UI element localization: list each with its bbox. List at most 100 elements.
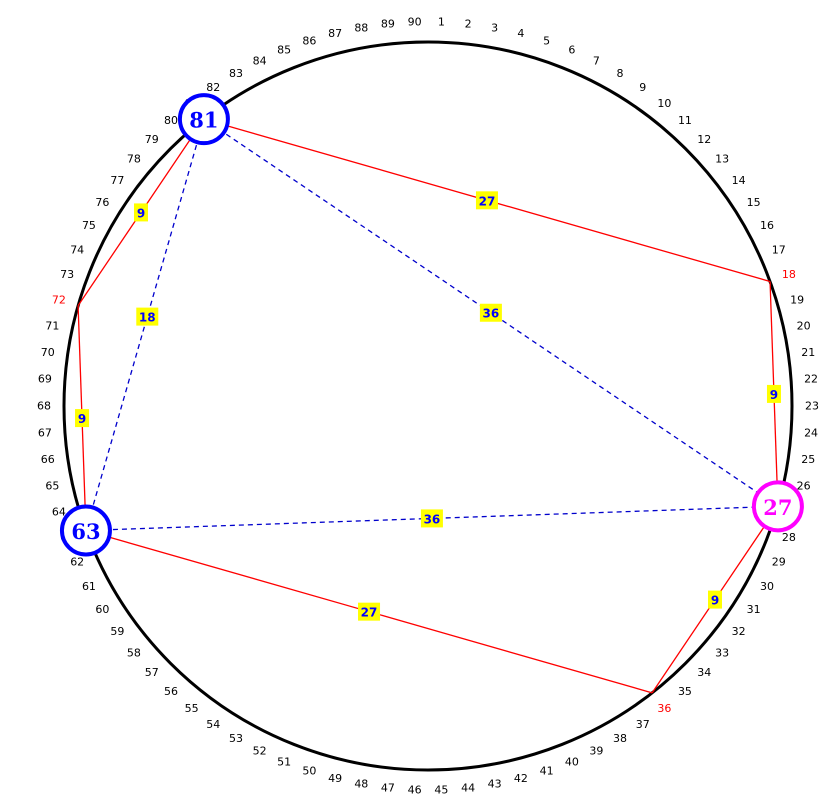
tick-label-38: 38 <box>613 732 627 745</box>
solid-edge-label-63-72: 9 <box>75 409 90 428</box>
tick-label-55: 55 <box>185 702 199 715</box>
edge-label-text: 36 <box>424 512 441 526</box>
marker-ring <box>59 504 112 557</box>
tick-label-48: 48 <box>354 778 368 791</box>
tick-label-11: 11 <box>678 114 692 127</box>
tick-label-39: 39 <box>589 745 603 758</box>
tick-label-47: 47 <box>381 781 395 794</box>
edge-label-text: 9 <box>78 412 86 426</box>
marker-ring <box>751 480 804 533</box>
tick-label-87: 87 <box>328 27 342 40</box>
tick-label-60: 60 <box>95 603 109 616</box>
tick-label-9: 9 <box>639 81 646 94</box>
tick-label-61: 61 <box>82 580 96 593</box>
tick-label-7: 7 <box>593 54 600 67</box>
tick-label-35: 35 <box>678 685 692 698</box>
tick-label-52: 52 <box>253 745 267 758</box>
marker-63: 63 <box>59 504 112 557</box>
tick-label-64: 64 <box>52 505 66 518</box>
tick-label-43: 43 <box>488 778 502 791</box>
tick-label-18: 18 <box>782 268 796 281</box>
tick-label-26: 26 <box>797 479 811 492</box>
tick-label-83: 83 <box>229 67 243 80</box>
tick-label-29: 29 <box>772 556 786 569</box>
edge-label-text: 36 <box>483 307 500 321</box>
edge-label-text: 27 <box>361 606 378 620</box>
tick-label-70: 70 <box>41 346 55 359</box>
tick-label-1: 1 <box>438 16 445 29</box>
tick-label-6: 6 <box>568 43 575 56</box>
tick-label-19: 19 <box>790 294 804 307</box>
tick-label-84: 84 <box>253 54 267 67</box>
edge-label-box <box>475 191 498 210</box>
tick-label-54: 54 <box>206 718 220 731</box>
tick-label-65: 65 <box>45 479 59 492</box>
tick-label-21: 21 <box>801 346 815 359</box>
edge-label-box <box>75 409 90 428</box>
tick-label-76: 76 <box>95 196 109 209</box>
edge-label-text: 9 <box>711 594 719 608</box>
tick-label-22: 22 <box>804 373 818 386</box>
tick-label-71: 71 <box>45 320 59 333</box>
tick-label-78: 78 <box>127 153 141 166</box>
tick-label-23: 23 <box>805 400 819 413</box>
edge-label-box <box>708 590 722 609</box>
edge-label-box <box>420 509 443 528</box>
edge-label-box <box>766 384 781 403</box>
tick-label-4: 4 <box>517 27 524 40</box>
tick-label-13: 13 <box>715 153 729 166</box>
tick-label-86: 86 <box>302 34 316 47</box>
tick-label-16: 16 <box>760 219 774 232</box>
tick-label-59: 59 <box>110 625 124 638</box>
tick-label-57: 57 <box>145 666 159 679</box>
tick-label-58: 58 <box>127 646 141 659</box>
tick-label-45: 45 <box>434 783 448 796</box>
tick-label-66: 66 <box>41 453 55 466</box>
tick-label-50: 50 <box>302 765 316 778</box>
tick-label-74: 74 <box>70 243 84 256</box>
edge-label-box <box>358 602 381 621</box>
tick-label-10: 10 <box>657 97 671 110</box>
edge-label-box <box>136 307 159 326</box>
tick-label-32: 32 <box>732 625 746 638</box>
solid-edge-label-72-81: 9 <box>133 203 148 222</box>
main-circle <box>62 40 794 772</box>
tick-label-15: 15 <box>747 196 761 209</box>
tick-label-56: 56 <box>164 685 178 698</box>
tick-label-17: 17 <box>772 243 786 256</box>
tick-label-40: 40 <box>565 756 579 769</box>
tick-label-20: 20 <box>797 320 811 333</box>
solid-edge-label-18-27: 9 <box>766 384 781 403</box>
marker-label: 81 <box>189 108 218 133</box>
tick-label-14: 14 <box>732 174 746 187</box>
solid-edge-label-81-18: 27 <box>475 191 498 210</box>
tick-label-77: 77 <box>110 174 124 187</box>
tick-label-36: 36 <box>657 702 671 715</box>
tick-label-79: 79 <box>145 133 159 146</box>
tick-label-82: 82 <box>206 81 220 94</box>
marker-label: 27 <box>763 495 792 520</box>
tick-label-73: 73 <box>60 268 74 281</box>
tick-label-69: 69 <box>38 373 52 386</box>
solid-edge-label-36-63: 27 <box>358 602 381 621</box>
marker-ring <box>177 93 230 146</box>
edge-label-text: 27 <box>479 194 496 208</box>
tick-label-37: 37 <box>636 718 650 731</box>
marker-label: 63 <box>71 519 100 544</box>
tick-label-44: 44 <box>461 781 475 794</box>
edge-label-box <box>479 303 502 322</box>
tick-label-42: 42 <box>514 772 528 785</box>
tick-label-3: 3 <box>491 21 498 34</box>
tick-label-85: 85 <box>277 43 291 56</box>
tick-label-46: 46 <box>408 783 422 796</box>
dashed-edge-label-81-63: 18 <box>136 307 159 326</box>
tick-label-30: 30 <box>760 580 774 593</box>
tick-label-2: 2 <box>465 18 472 31</box>
tick-label-68: 68 <box>37 400 51 413</box>
tick-label-33: 33 <box>715 646 729 659</box>
tick-label-62: 62 <box>70 556 84 569</box>
tick-label-12: 12 <box>697 133 711 146</box>
edge-label-text: 9 <box>137 206 145 220</box>
tick-label-88: 88 <box>354 21 368 34</box>
